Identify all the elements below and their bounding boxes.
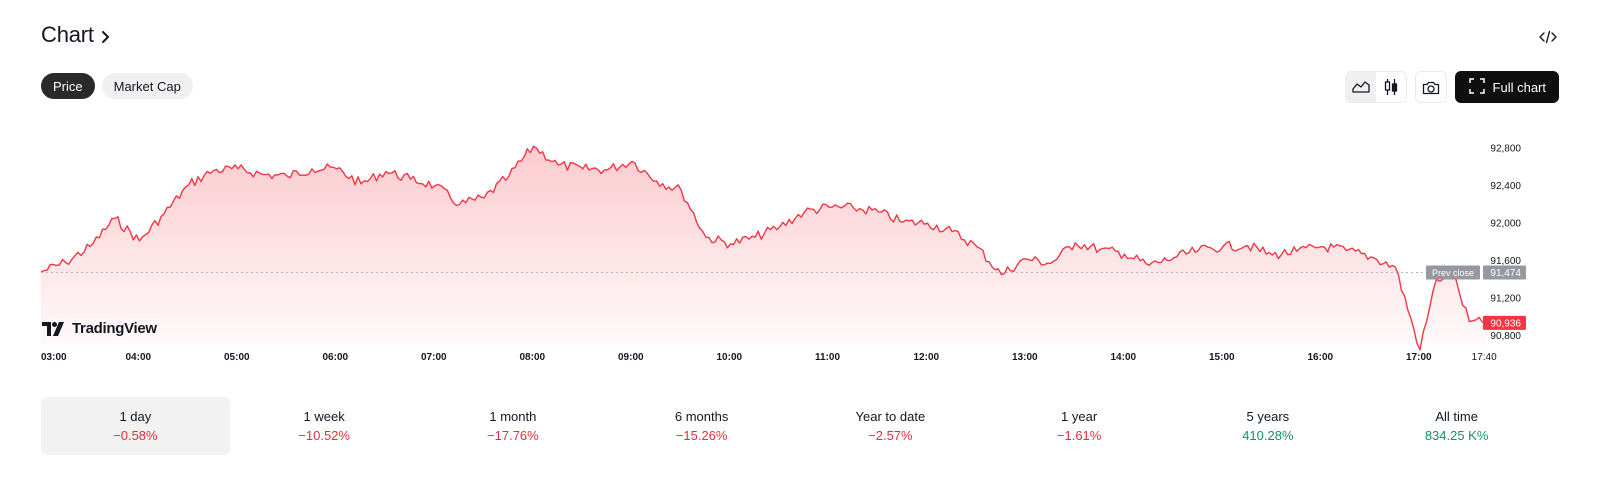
period-label: 6 months <box>674 409 729 424</box>
price-area-fill <box>41 146 1486 350</box>
period-label: All time <box>1435 409 1478 424</box>
x-tick-label: 16:00 <box>1308 352 1334 363</box>
tradingview-logo-icon <box>42 321 64 336</box>
embed-code-icon[interactable] <box>1536 26 1560 48</box>
tab-price[interactable]: Price <box>41 73 95 99</box>
last-price-marker: 90,936 <box>1483 315 1526 330</box>
area-chart-icon[interactable] <box>1345 72 1376 102</box>
period-change: 410.28% <box>1242 428 1294 443</box>
period-label: 1 day <box>119 409 152 424</box>
chart-mode-tabs: Price Market Cap <box>41 73 193 99</box>
x-tick-label: 06:00 <box>323 352 349 363</box>
period-option[interactable]: Year to date −2.57% <box>796 397 985 455</box>
y-tick-label: 92,400 <box>1490 181 1521 192</box>
period-option[interactable]: All time 834.25 K% <box>1362 397 1551 455</box>
period-label: 1 year <box>1061 409 1098 424</box>
period-change: −1.61% <box>1056 428 1102 443</box>
x-tick-label: 08:00 <box>520 352 546 363</box>
x-tick-label: 14:00 <box>1111 352 1137 363</box>
chart-title: Chart <box>41 22 94 47</box>
period-change: 834.25 K% <box>1424 428 1489 443</box>
period-option[interactable]: 1 week −10.52% <box>230 397 419 455</box>
period-selector: 1 day −0.58% 1 week −10.52% 1 month −17.76% 6 … <box>41 397 1551 455</box>
prev-close-value: 91,474 <box>1490 268 1521 279</box>
x-tick-label: 10:00 <box>717 352 743 363</box>
period-option[interactable]: 6 months −15.26% <box>607 397 796 455</box>
last-price-dot <box>1483 320 1489 326</box>
prev-close-marker: Prev close 91,474 <box>1426 265 1526 280</box>
x-tick-label: 13:00 <box>1012 352 1038 363</box>
full-chart-label: Full chart <box>1492 79 1546 95</box>
y-tick-label: 92,800 <box>1490 144 1521 155</box>
last-price-value: 90,936 <box>1490 318 1521 329</box>
period-option[interactable]: 1 month −17.76% <box>419 397 608 455</box>
prev-close-label: Prev close <box>1432 268 1474 278</box>
x-tick-label: 17:40 <box>1472 352 1497 363</box>
y-tick-label: 90,800 <box>1490 331 1521 342</box>
candlestick-icon[interactable] <box>1376 72 1406 102</box>
period-option[interactable]: 1 day −0.58% <box>41 397 230 455</box>
period-label: 1 week <box>303 409 345 424</box>
y-tick-label: 91,600 <box>1490 256 1521 267</box>
tab-market-cap-label: Market Cap <box>113 78 181 94</box>
chart-header-link[interactable]: Chart <box>41 22 112 48</box>
price-line <box>40 145 1486 351</box>
chart-style-toggle <box>1344 71 1407 103</box>
tab-market-cap[interactable]: Market Cap <box>101 73 193 99</box>
chevron-right-icon <box>100 29 112 45</box>
tradingview-logo-text: TradingView <box>72 320 157 337</box>
x-tick-label: 11:00 <box>815 352 840 363</box>
tradingview-logo: TradingView <box>42 320 157 337</box>
x-tick-label: 17:00 <box>1406 352 1432 363</box>
period-label: 5 years <box>1246 409 1290 424</box>
full-chart-button[interactable]: Full chart <box>1454 71 1559 103</box>
fullscreen-icon <box>1468 77 1485 97</box>
y-tick-label: 92,000 <box>1490 219 1521 230</box>
x-tick-label: 15:00 <box>1209 352 1235 363</box>
period-option[interactable]: 5 years 410.28% <box>1174 397 1363 455</box>
x-tick-label: 03:00 <box>41 352 67 363</box>
tab-price-label: Price <box>53 78 83 94</box>
camera-icon[interactable] <box>1414 71 1447 103</box>
period-change: −15.26% <box>675 428 728 443</box>
price-chart[interactable]: 92,800 92,400 92,000 91,600 91,200 90,800 03:… <box>0 110 1600 375</box>
period-option[interactable]: 1 year −1.61% <box>985 397 1174 455</box>
x-tick-label: 05:00 <box>224 352 250 363</box>
period-change: −10.52% <box>298 428 350 443</box>
period-label: Year to date <box>855 409 926 424</box>
x-tick-label: 07:00 <box>421 352 447 363</box>
chart-toolbar: Full chart <box>1344 71 1559 103</box>
y-tick-label: 91,200 <box>1490 294 1521 305</box>
period-change: −17.76% <box>487 428 539 443</box>
period-change: −0.58% <box>113 428 158 443</box>
x-tick-label: 12:00 <box>914 352 940 363</box>
period-change: −2.57% <box>868 428 913 443</box>
x-tick-label: 09:00 <box>618 352 644 363</box>
x-tick-label: 04:00 <box>126 352 152 363</box>
period-label: 1 month <box>489 409 537 424</box>
